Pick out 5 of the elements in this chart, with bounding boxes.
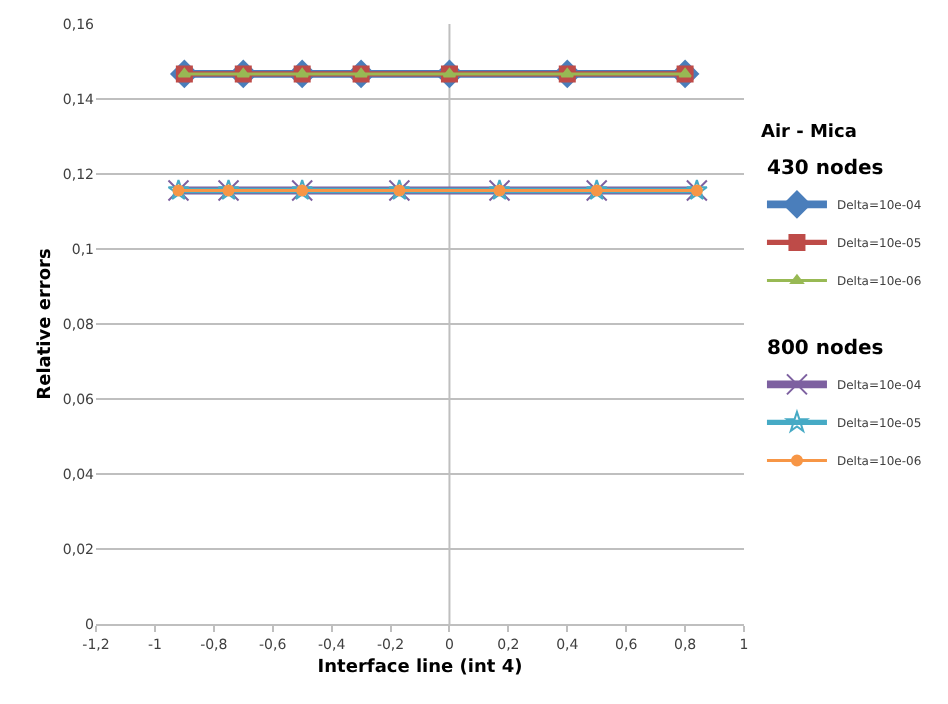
x-axis-title: Interface line (int 4): [317, 658, 523, 679]
text: 800 nodes: [766, 338, 884, 361]
y-axis-title: Relative errors: [35, 248, 56, 400]
legend-title: Air - Mica: [760, 123, 857, 144]
text: 430 nodes: [766, 158, 884, 181]
